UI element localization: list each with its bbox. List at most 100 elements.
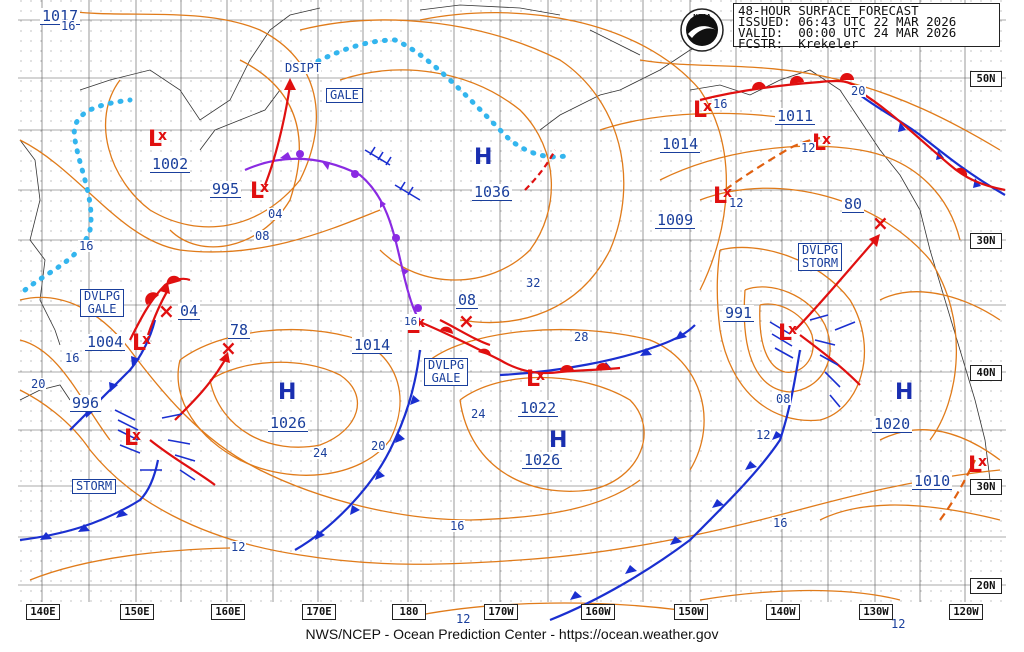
longitude-label: 140E bbox=[26, 604, 60, 620]
pressure-label: 1036 bbox=[472, 183, 513, 201]
isobar-label: 28 bbox=[573, 330, 590, 344]
pressure-label: 996 bbox=[70, 394, 102, 412]
svg-text:x: x bbox=[978, 454, 987, 470]
isobar-label: 20 bbox=[370, 439, 387, 453]
longitude-label: 130W bbox=[859, 604, 893, 620]
high-pressure-symbol: H bbox=[278, 380, 297, 405]
coastlines bbox=[19, 4, 991, 481]
svg-text:x: x bbox=[132, 428, 141, 444]
isobar-label: 24 bbox=[312, 446, 329, 460]
isobar-label: 12 bbox=[890, 617, 907, 631]
isobar-label: 08 bbox=[775, 392, 792, 406]
pressure-label: 1020 bbox=[872, 415, 913, 433]
developing-gale-label: DVLPG GALE bbox=[80, 289, 125, 317]
pressure-label: 1004 bbox=[85, 333, 126, 351]
ice-edge bbox=[22, 37, 573, 293]
pressure-label: 04 bbox=[178, 302, 201, 320]
pressure-label: 1011 bbox=[775, 107, 816, 125]
high-pressure-symbol: H bbox=[474, 145, 493, 170]
svg-text:L: L bbox=[148, 127, 162, 152]
high-pressure-symbol: H bbox=[549, 428, 568, 453]
occluded-front bbox=[244, 150, 422, 321]
high-pressure-symbol: H bbox=[895, 380, 914, 405]
storm-warning-label: STORM bbox=[72, 479, 117, 494]
pressure-label: 08 bbox=[456, 291, 479, 309]
svg-text:x: x bbox=[416, 315, 425, 331]
lat-lon-grid bbox=[18, 0, 1006, 602]
isobar-label: 20 bbox=[30, 377, 47, 391]
developing-storm-label: DVLPG STORM bbox=[798, 243, 843, 271]
developing-gale-label: DVLPG GALE bbox=[424, 358, 469, 386]
isobar-label: 20 bbox=[850, 84, 867, 98]
header-forecaster: FCSTR: Krekeler bbox=[738, 36, 859, 51]
svg-text:×: × bbox=[158, 299, 175, 323]
svg-text:×: × bbox=[458, 309, 475, 333]
svg-text:L: L bbox=[693, 98, 707, 123]
longitude-label: 150W bbox=[674, 604, 708, 620]
noaa-logo: NOAA bbox=[680, 8, 724, 52]
svg-text:L: L bbox=[526, 367, 540, 392]
pressure-label: 16 bbox=[402, 314, 420, 330]
isobar-label: 16 bbox=[60, 19, 77, 33]
longitude-label: 180 bbox=[392, 604, 426, 620]
dissipating-label: DSIPT bbox=[285, 61, 322, 75]
pressure-label: 1009 bbox=[655, 211, 696, 229]
longitude-label: 170E bbox=[302, 604, 336, 620]
svg-text:L: L bbox=[124, 426, 138, 451]
pressure-label: 1026 bbox=[522, 451, 563, 469]
header-issued: ISSUED: 06:43 UTC 22 MAR 2026 bbox=[738, 14, 957, 29]
svg-text:x: x bbox=[703, 99, 712, 115]
isobar-label: 16 bbox=[64, 351, 81, 365]
svg-text:x: x bbox=[536, 368, 545, 384]
svg-text:x: x bbox=[822, 132, 831, 148]
track-arrowheads bbox=[160, 78, 880, 363]
isobar-label: 32 bbox=[525, 276, 542, 290]
isobar-label: 08 bbox=[254, 229, 271, 243]
isobar-label: 12 bbox=[755, 428, 772, 442]
longitude-label: 140W bbox=[766, 604, 800, 620]
svg-text:NOAA: NOAA bbox=[693, 14, 711, 20]
svg-text:x: x bbox=[142, 332, 151, 348]
isobar-label: 16 bbox=[449, 519, 466, 533]
svg-text:×: × bbox=[872, 211, 889, 235]
latitude-label: 40N bbox=[970, 365, 1002, 381]
header-title: 48-HOUR SURFACE FORECAST bbox=[738, 3, 919, 18]
latitude-label: 30N bbox=[970, 233, 1002, 249]
pressure-label: 1014 bbox=[660, 135, 701, 153]
svg-text:L: L bbox=[250, 179, 264, 204]
warm-fronts bbox=[129, 79, 1006, 375]
isobar-label: 12 bbox=[230, 540, 247, 554]
svg-text:x: x bbox=[788, 322, 797, 338]
isobar-label: 16 bbox=[772, 516, 789, 530]
svg-text:L: L bbox=[778, 321, 792, 346]
footer-credit: NWS/NCEP - Ocean Prediction Center - htt… bbox=[305, 626, 719, 642]
isobar-label: 16 bbox=[78, 239, 95, 253]
pressure-label: 78 bbox=[228, 321, 251, 339]
longitude-label: 170W bbox=[484, 604, 518, 620]
warm-front-bulbs bbox=[145, 73, 968, 372]
gale-warning-label: GALE bbox=[326, 88, 363, 103]
svg-text:×: × bbox=[220, 336, 237, 360]
latitude-label: 20N bbox=[970, 578, 1002, 594]
pressure-label: 991 bbox=[723, 304, 755, 322]
isobar-label: 16 bbox=[712, 97, 729, 111]
longitude-label: 160W bbox=[581, 604, 615, 620]
pressure-label: 80 bbox=[842, 195, 865, 213]
pressure-label: 1010 bbox=[912, 472, 953, 490]
isobar-label: 12 bbox=[455, 612, 472, 626]
longitude-label: 120W bbox=[949, 604, 983, 620]
isobar-label: 12 bbox=[800, 141, 817, 155]
header-valid: VALID: 00:00 UTC 24 MAR 2026 bbox=[738, 25, 957, 40]
longitude-label: 160E bbox=[211, 604, 245, 620]
forecast-header-box: 48-HOUR SURFACE FORECAST ISSUED: 06:43 U… bbox=[733, 3, 1000, 51]
isobar-label: 24 bbox=[470, 407, 487, 421]
pressure-label: 1022 bbox=[518, 399, 559, 417]
svg-text:L: L bbox=[968, 453, 982, 478]
pressure-label: 1014 bbox=[352, 336, 393, 354]
pressure-label: 1026 bbox=[268, 414, 309, 432]
latitude-label: 50N bbox=[970, 71, 1002, 87]
svg-text:x: x bbox=[260, 180, 269, 196]
svg-text:L: L bbox=[713, 184, 727, 209]
